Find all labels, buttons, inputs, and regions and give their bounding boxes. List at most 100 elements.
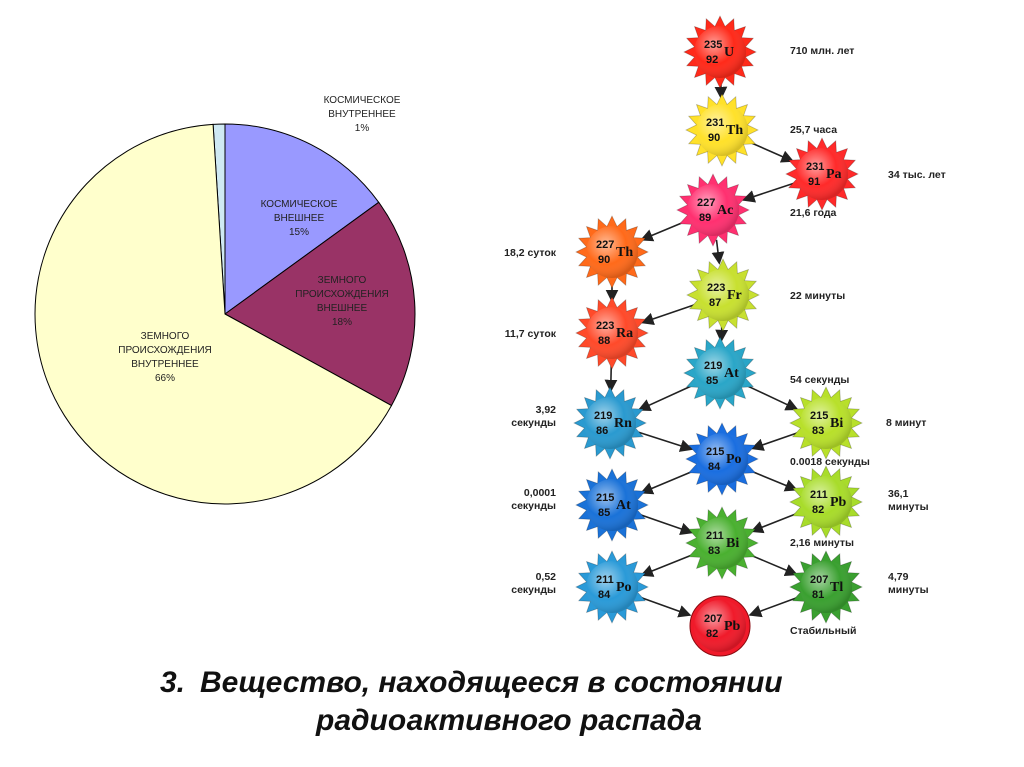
pie-label-line: 66%: [154, 373, 175, 384]
pie-slice-3: [224, 201, 416, 407]
nuclide-mass: 211: [706, 530, 724, 542]
decay-arrow-bi211-tl207: [749, 553, 798, 577]
nuclide-mass: 235: [704, 39, 722, 51]
half-life-ac227: 21,6 года: [790, 207, 837, 219]
half-life-fr223: 22 минуты: [790, 290, 845, 302]
nuclide-pa231: 231 91 Pa: [785, 137, 859, 211]
nuclide-atomic-number: 84: [598, 589, 611, 601]
half-life-u235: 710 млн. лет: [790, 45, 854, 57]
nuclide-shine: [800, 397, 852, 449]
nuclide-mass: 223: [596, 320, 614, 332]
nuclide-symbol: Tl: [830, 580, 843, 595]
half-life-text: минуты: [888, 584, 929, 596]
nuclide-symbol: Po: [616, 580, 632, 595]
decay-arrow-fr223-ra223: [640, 303, 695, 326]
nuclide-mass: 211: [596, 574, 614, 586]
nuclide-rn219: 219 86 Rn: [573, 386, 647, 460]
half-life-ra223: 11,7 суток: [505, 328, 557, 340]
caption-line-2: радиоактивного распада: [316, 704, 702, 737]
nuclide-shine: [694, 600, 746, 652]
decay-arrow-po211-pb207: [639, 596, 692, 618]
decay-arrow-rn219-po215: [638, 431, 694, 452]
caption-number: 3.: [160, 666, 186, 699]
nuclide-symbol: U: [724, 45, 734, 60]
nuclide-shine: [586, 226, 638, 278]
half-life-text: 710 млн. лет: [790, 45, 854, 57]
pie-label-line: ЗЕМНОГО: [140, 331, 190, 342]
nuclide-shine: [800, 561, 852, 613]
nuclide-shine: [696, 517, 748, 569]
nuclide-atomic-number: 87: [709, 297, 721, 309]
pie-label-line: ВНЕШНЕЕ: [316, 303, 368, 314]
half-life-text: 4,79: [888, 571, 909, 583]
pie-label-1: КОСМИЧЕСКОЕ ВНУТРЕННЕЕ 1%: [282, 94, 442, 136]
caption-line-1: Вещество, находящееся в состоянии: [200, 666, 783, 699]
pie-label-line: 18%: [331, 317, 352, 328]
nuclide-atomic-number: 84: [708, 461, 721, 473]
nuclide-atomic-number: 92: [706, 54, 718, 66]
pie-label-line: 15%: [288, 227, 309, 238]
half-life-text: 11,7 суток: [505, 328, 557, 340]
half-life-text: 36,1: [888, 488, 909, 500]
nuclide-po211: 211 84 Po: [575, 550, 649, 624]
half-life-th227: 18,2 суток: [504, 247, 557, 259]
nuclide-shine: [694, 347, 746, 399]
nuclide-shine: [697, 269, 749, 321]
nuclide-symbol: Ac: [717, 203, 733, 218]
pie-label-line: ВНЕШНЕЕ: [273, 213, 325, 224]
half-life-text: Стабильный: [790, 625, 856, 637]
half-life-at219: 54 секунды: [790, 374, 849, 386]
half-life-text: 0.0018 секунды: [790, 456, 870, 468]
nuclide-pb211: 211 82 Pb: [789, 465, 863, 539]
decay-arrow-at215-bi211: [640, 514, 694, 535]
decay-arrow-pb211-bi211: [750, 512, 799, 534]
nuclide-u235: 235 92 U: [683, 15, 757, 89]
nuclide-mass: 219: [704, 360, 722, 372]
nuclide-ac227: 227 89 Ac: [676, 173, 750, 247]
decay-arrow-bi215-po215: [750, 432, 798, 451]
nuclide-atomic-number: 85: [598, 507, 610, 519]
nuclide-symbol: Rn: [614, 416, 632, 431]
pie-slice-2: [224, 123, 380, 315]
nuclide-shine: [694, 26, 746, 78]
half-life-bi211: 2,16 минуты: [790, 537, 854, 549]
half-life-pa231: 34 тыс. лет: [888, 169, 946, 181]
nuclide-th227: 227 90 Th: [575, 215, 649, 289]
decay-arrow-th231-pa231: [749, 141, 795, 163]
decay-arrow-ac227-fr223: [711, 239, 725, 265]
nuclide-atomic-number: 90: [708, 132, 720, 144]
decay-arrow-at219-bi215: [746, 385, 799, 411]
pie-label-line: ВНУТРЕННЕЕ: [328, 109, 396, 120]
nuclide-mass: 223: [707, 282, 725, 294]
nuclide-shine: [586, 561, 638, 613]
nuclide-atomic-number: 85: [706, 375, 718, 387]
decay-arrow-ac227-th227: [640, 220, 686, 242]
nuclide-shine: [584, 397, 636, 449]
half-life-text: 3,92: [536, 404, 557, 416]
half-life-po215: 0.0018 секунды: [790, 456, 870, 468]
nuclide-symbol: Pb: [724, 619, 741, 634]
half-life-text: 22 минуты: [790, 290, 845, 302]
pie-slice-4: [34, 123, 393, 505]
nuclide-symbol: Bi: [830, 416, 843, 431]
half-life-text: 8 минут: [886, 417, 926, 429]
nuclide-at219: 219 85 At: [683, 336, 757, 410]
nuclide-shine: [796, 148, 848, 200]
pie-label-line: ПРОИСХОЖДЕНИЯ: [295, 289, 389, 300]
nuclide-shine: [687, 184, 739, 236]
nuclide-symbol: At: [724, 366, 739, 381]
half-life-text: 0,0001: [524, 487, 556, 499]
pie-label-2: КОСМИЧЕСКОЕ ВНЕШНЕЕ 15%: [219, 198, 379, 240]
nuclide-mass: 227: [596, 239, 614, 251]
decay-arrow-po215-at215: [640, 469, 695, 495]
pie-label-4: ЗЕМНОГО ПРОИСХОЖДЕНИЯ ВНУТРЕННЕЕ 66%: [85, 330, 245, 386]
nuclide-pb207: 207 82 Pb: [689, 595, 751, 657]
half-life-th231: 25,7 часа: [790, 124, 837, 136]
half-life-text: 25,7 часа: [790, 124, 837, 136]
nuclide-mass: 219: [594, 410, 612, 422]
decay-arrow-tl207-pb207: [748, 596, 799, 618]
